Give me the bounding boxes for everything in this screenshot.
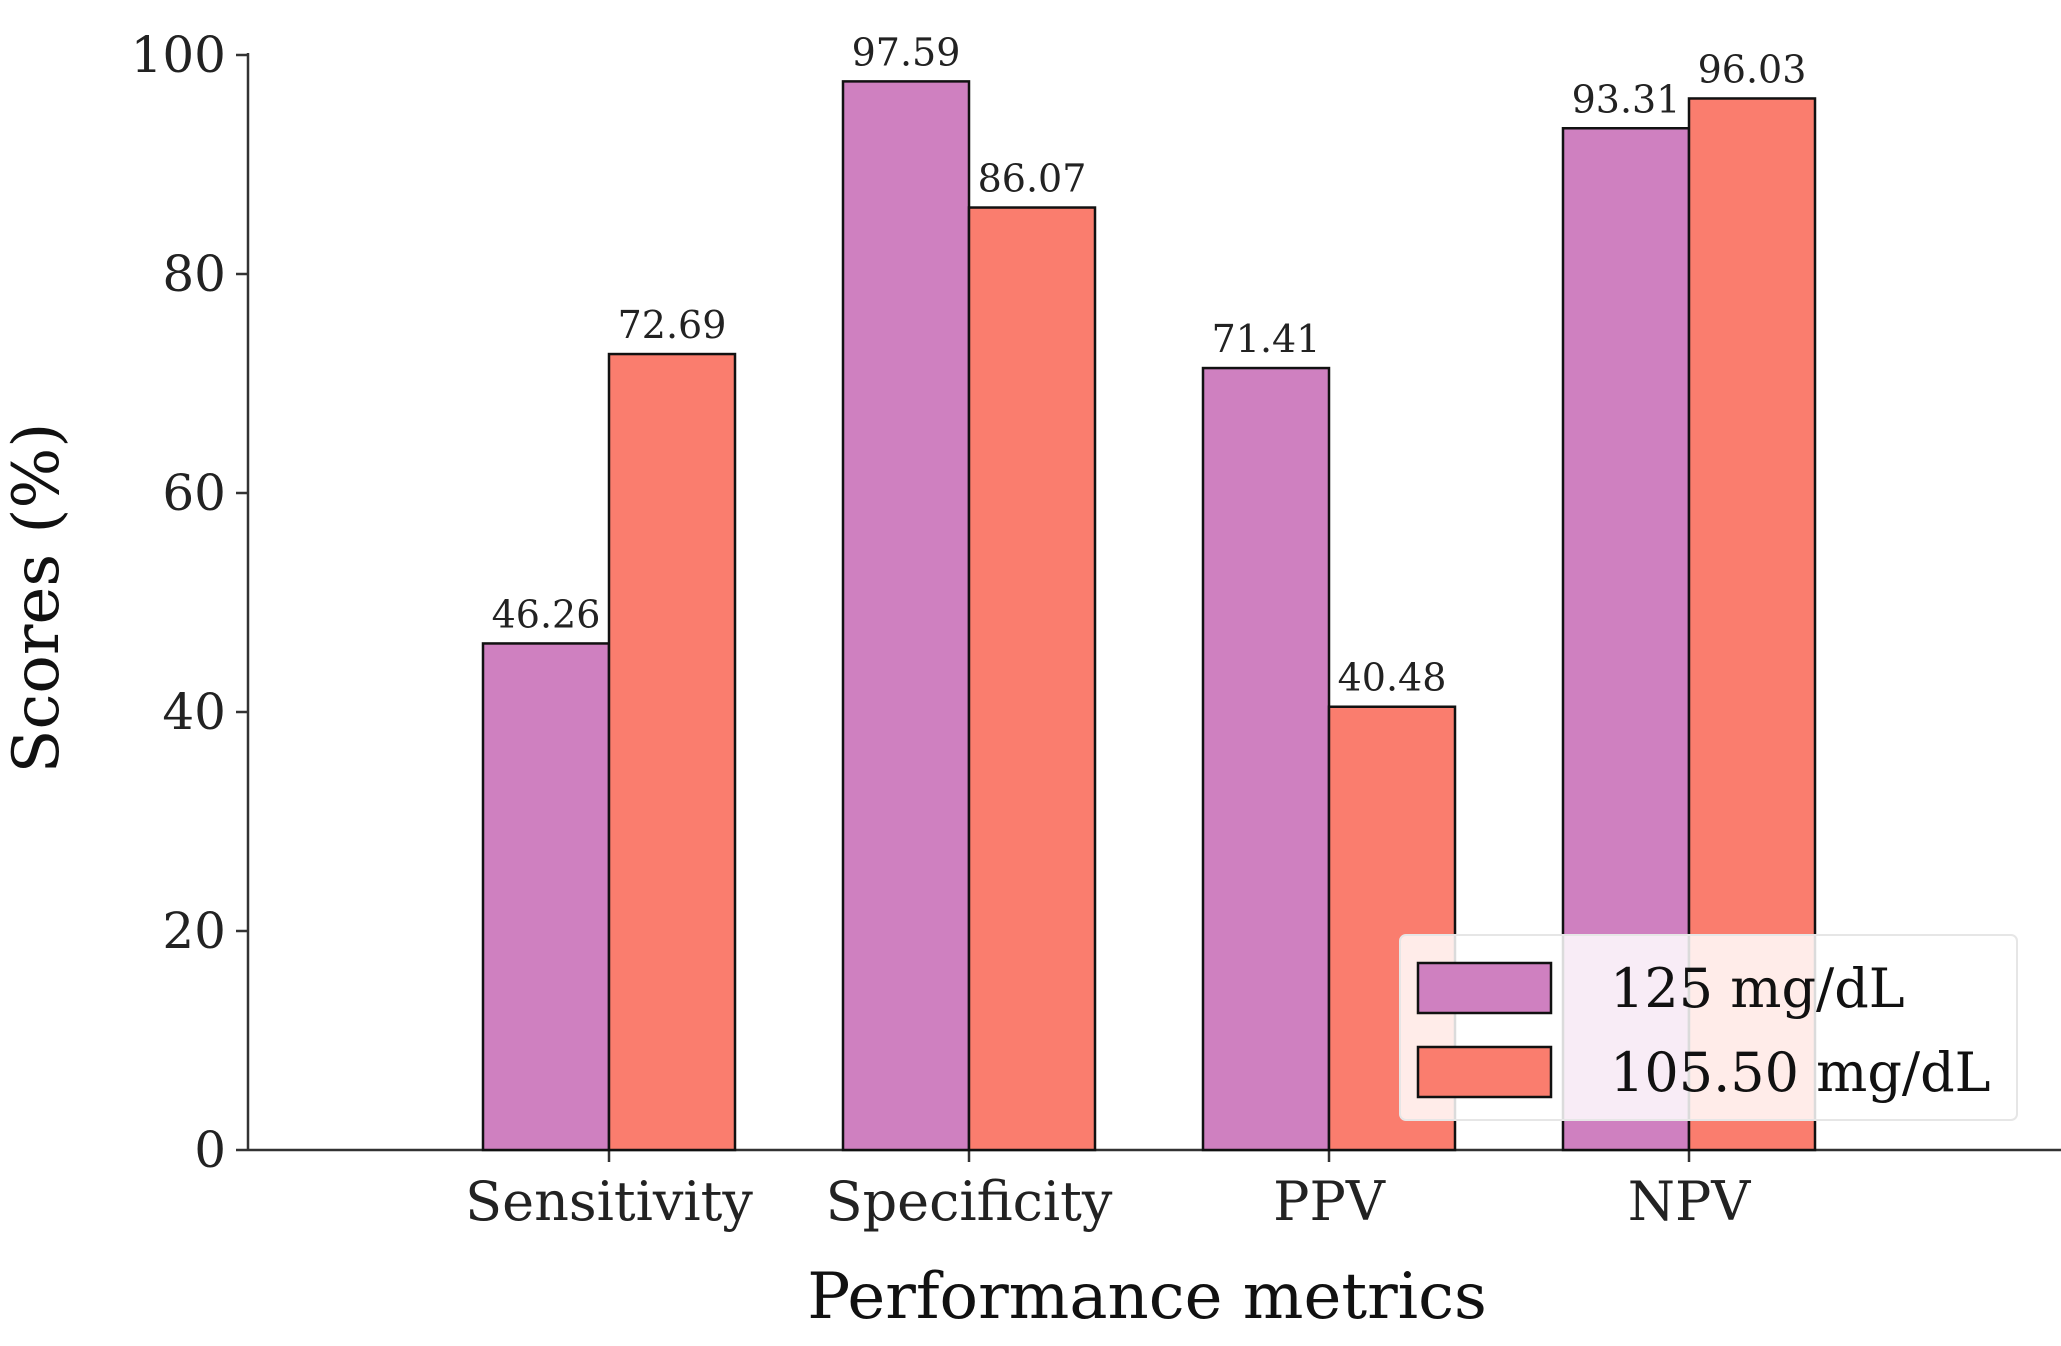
x-tick-label: Specificity	[826, 1170, 1113, 1233]
bar-ppv-series-1	[1201, 366, 1331, 1152]
bar-value-label: 72.69	[618, 303, 727, 347]
bar-specificity-series-1	[841, 80, 971, 1152]
x-axis-title: Performance metrics	[807, 1260, 1487, 1334]
bar-sensitivity-series-1	[481, 642, 611, 1152]
legend-swatch-series-1	[1416, 961, 1553, 1015]
y-tick-label: 0	[194, 1121, 226, 1179]
x-tick-label: NPV	[1628, 1170, 1752, 1233]
bars	[481, 80, 1817, 1152]
legend-box	[1399, 934, 2018, 1121]
bar-value-label: 46.26	[492, 592, 601, 636]
axes: 0 20 40 60 80 100 Sensitivity Specificity PPV NPV	[131, 26, 2061, 1233]
legend-label-series-1: 125 mg/dL	[1610, 957, 1905, 1020]
bar-value-label: 86.07	[978, 157, 1087, 201]
bar-specificity-series-2	[967, 206, 1097, 1152]
bar-value-label: 96.03	[1698, 47, 1807, 91]
x-tick-label: Sensitivity	[465, 1170, 753, 1233]
legend-swatch-series-2	[1416, 1045, 1553, 1099]
y-tick-label: 80	[162, 245, 226, 303]
legend-label-series-2: 105.50 mg/dL	[1610, 1041, 1991, 1104]
value-labels: 46.26 72.69 97.59 86.07 71.41 40.48 93.31 96.03	[492, 30, 1807, 699]
bar-value-label: 40.48	[1338, 656, 1447, 700]
y-tick-label: 20	[162, 902, 226, 960]
bar-value-label: 93.31	[1572, 77, 1681, 121]
y-tick-label: 40	[162, 683, 226, 741]
x-tick-label: PPV	[1273, 1170, 1386, 1233]
y-tick-label: 100	[131, 26, 226, 84]
y-tick-label: 60	[162, 464, 226, 522]
bar-value-label: 97.59	[852, 30, 961, 74]
y-axis-title: Scores (%)	[0, 423, 74, 774]
legend: 125 mg/dL 105.50 mg/dL	[1399, 934, 2018, 1121]
bar-sensitivity-series-2	[607, 352, 737, 1152]
bar-value-label: 71.41	[1212, 317, 1321, 361]
